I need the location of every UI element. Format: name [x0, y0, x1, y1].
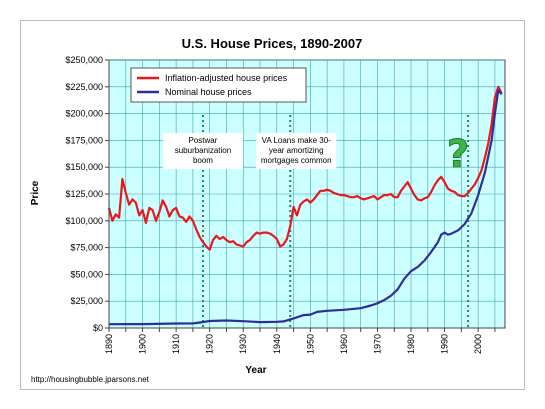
x-tick-label: 1960: [339, 334, 349, 354]
x-axis-label: Year: [245, 365, 266, 376]
annotation-box-postwar: [162, 133, 243, 169]
y-tick-label: $100,000: [65, 216, 103, 226]
x-tick-label: 1950: [305, 334, 315, 354]
annotation-box-va-loans: [256, 133, 337, 169]
x-tick-label: 1920: [205, 334, 215, 354]
x-tick-label: 1940: [272, 334, 282, 354]
x-tick-label: 1910: [171, 334, 181, 354]
y-tick-label: $50,000: [70, 269, 103, 279]
y-tick-label: $225,000: [65, 82, 103, 92]
x-tick-label: 1970: [372, 334, 382, 354]
annotation-text-va-loans: VA Loans make 30-: [262, 136, 332, 145]
annotation-question-mark: ?: [447, 132, 469, 176]
x-tick-label: 2000: [473, 334, 483, 354]
legend-label: Nominal house prices: [165, 87, 252, 97]
series-layer: [107, 85, 503, 326]
x-tick-label: 1890: [104, 334, 114, 354]
legend-label: Inflation-adjusted house prices: [165, 73, 288, 83]
x-tick-label: 1930: [238, 334, 248, 354]
y-tick-label: $150,000: [65, 162, 103, 172]
chart-svg: $0 $25,000 $50,000 $75,000 $100,000 $125,000 $…: [30, 36, 506, 384]
y-tick-label: $175,000: [65, 135, 103, 145]
legend: Inflation-adjusted house prices Nominal h…: [130, 67, 307, 103]
y-tick-label: $25,000: [70, 296, 103, 306]
annotation-text-va-loans: mortgages common: [261, 156, 332, 165]
x-tick-label: 1990: [440, 334, 450, 354]
source-url: http://housingbubble.jparsons.net: [31, 375, 150, 384]
y-tick-label: $0: [93, 323, 103, 333]
annotation-text-va-loans: year amortizing: [269, 146, 324, 155]
y-tick-label: $75,000: [70, 243, 103, 253]
y-axis-label: Price: [30, 180, 41, 205]
chart-title: U.S. House Prices, 1890-2007: [182, 36, 363, 51]
x-tick-label: 1980: [406, 334, 416, 354]
x-tick-label: 1900: [138, 334, 148, 354]
y-tick-label: $200,000: [65, 109, 103, 119]
legend-box: [130, 67, 307, 103]
series-line-nominal: [108, 88, 503, 326]
annotation-text-postwar: Postwar: [189, 136, 218, 145]
chart-container: $0 $25,000 $50,000 $75,000 $100,000 $125,000 $…: [20, 20, 525, 390]
annotation-text-postwar: boom: [193, 156, 213, 165]
y-tick-label: $125,000: [65, 189, 103, 199]
y-tick-label: $250,000: [65, 55, 103, 65]
axis-layer: $0 $25,000 $50,000 $75,000 $100,000 $125,000 $…: [65, 55, 505, 354]
series-line-inflation-adjusted: [107, 85, 503, 251]
annotation-text-postwar: suburbanization: [175, 146, 231, 155]
